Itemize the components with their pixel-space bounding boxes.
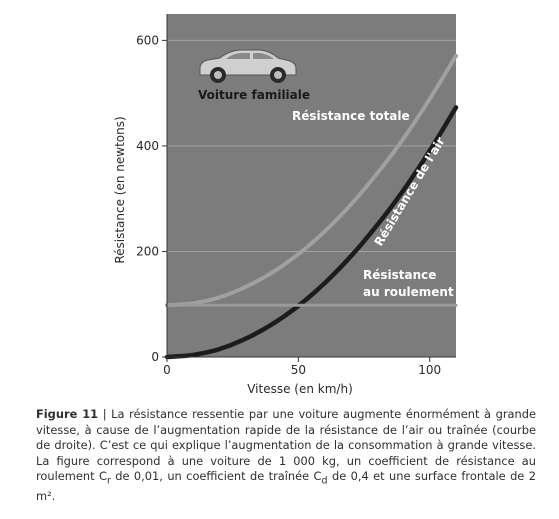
gridlines (167, 39, 456, 252)
y-axis-title: Résistance (en newtons) (113, 116, 127, 263)
caption-separator: | (98, 407, 112, 421)
x-tick-label: 50 (291, 363, 306, 377)
caption-text-3: de 0,4 et une surface frontale de 2 m². (36, 469, 536, 504)
caption-text-2: de 0,01, un coefficient de traînée C (110, 469, 322, 484)
x-axis-title: Vitesse (en km/h) (247, 382, 353, 396)
y-tick-label: 0 (151, 350, 159, 364)
caption-subscript-r: r (106, 475, 111, 487)
rolling-resistance-label-1: Résistance (363, 268, 436, 282)
x-tick-label: 0 (163, 363, 171, 377)
caption-subscript-d: d (321, 475, 328, 487)
total-resistance-label: Résistance totale (292, 109, 410, 123)
figure-caption: Figure 11 | La résistance ressentie par … (36, 407, 536, 505)
axes (166, 14, 456, 358)
tick-labels: 0 200 400 600 0 50 100 (136, 33, 441, 377)
y-tick-label: 200 (136, 244, 159, 258)
y-tick-label: 400 (136, 139, 159, 153)
series-layer (164, 53, 459, 360)
car-icon (199, 49, 297, 83)
caption-text: La résistance ressentie par une voiture … (36, 407, 536, 484)
rolling-resistance-label-2: au roulement (363, 285, 454, 299)
car-label: Voiture familiale (198, 88, 310, 102)
series-line (164, 105, 459, 360)
figure-label: Figure 11 (36, 407, 99, 421)
x-tick-label: 100 (418, 363, 441, 377)
y-tick-label: 600 (136, 33, 159, 47)
series-line (165, 53, 458, 308)
chart: 0 200 400 600 0 50 100 Voiture familiale Résis… (113, 14, 459, 396)
